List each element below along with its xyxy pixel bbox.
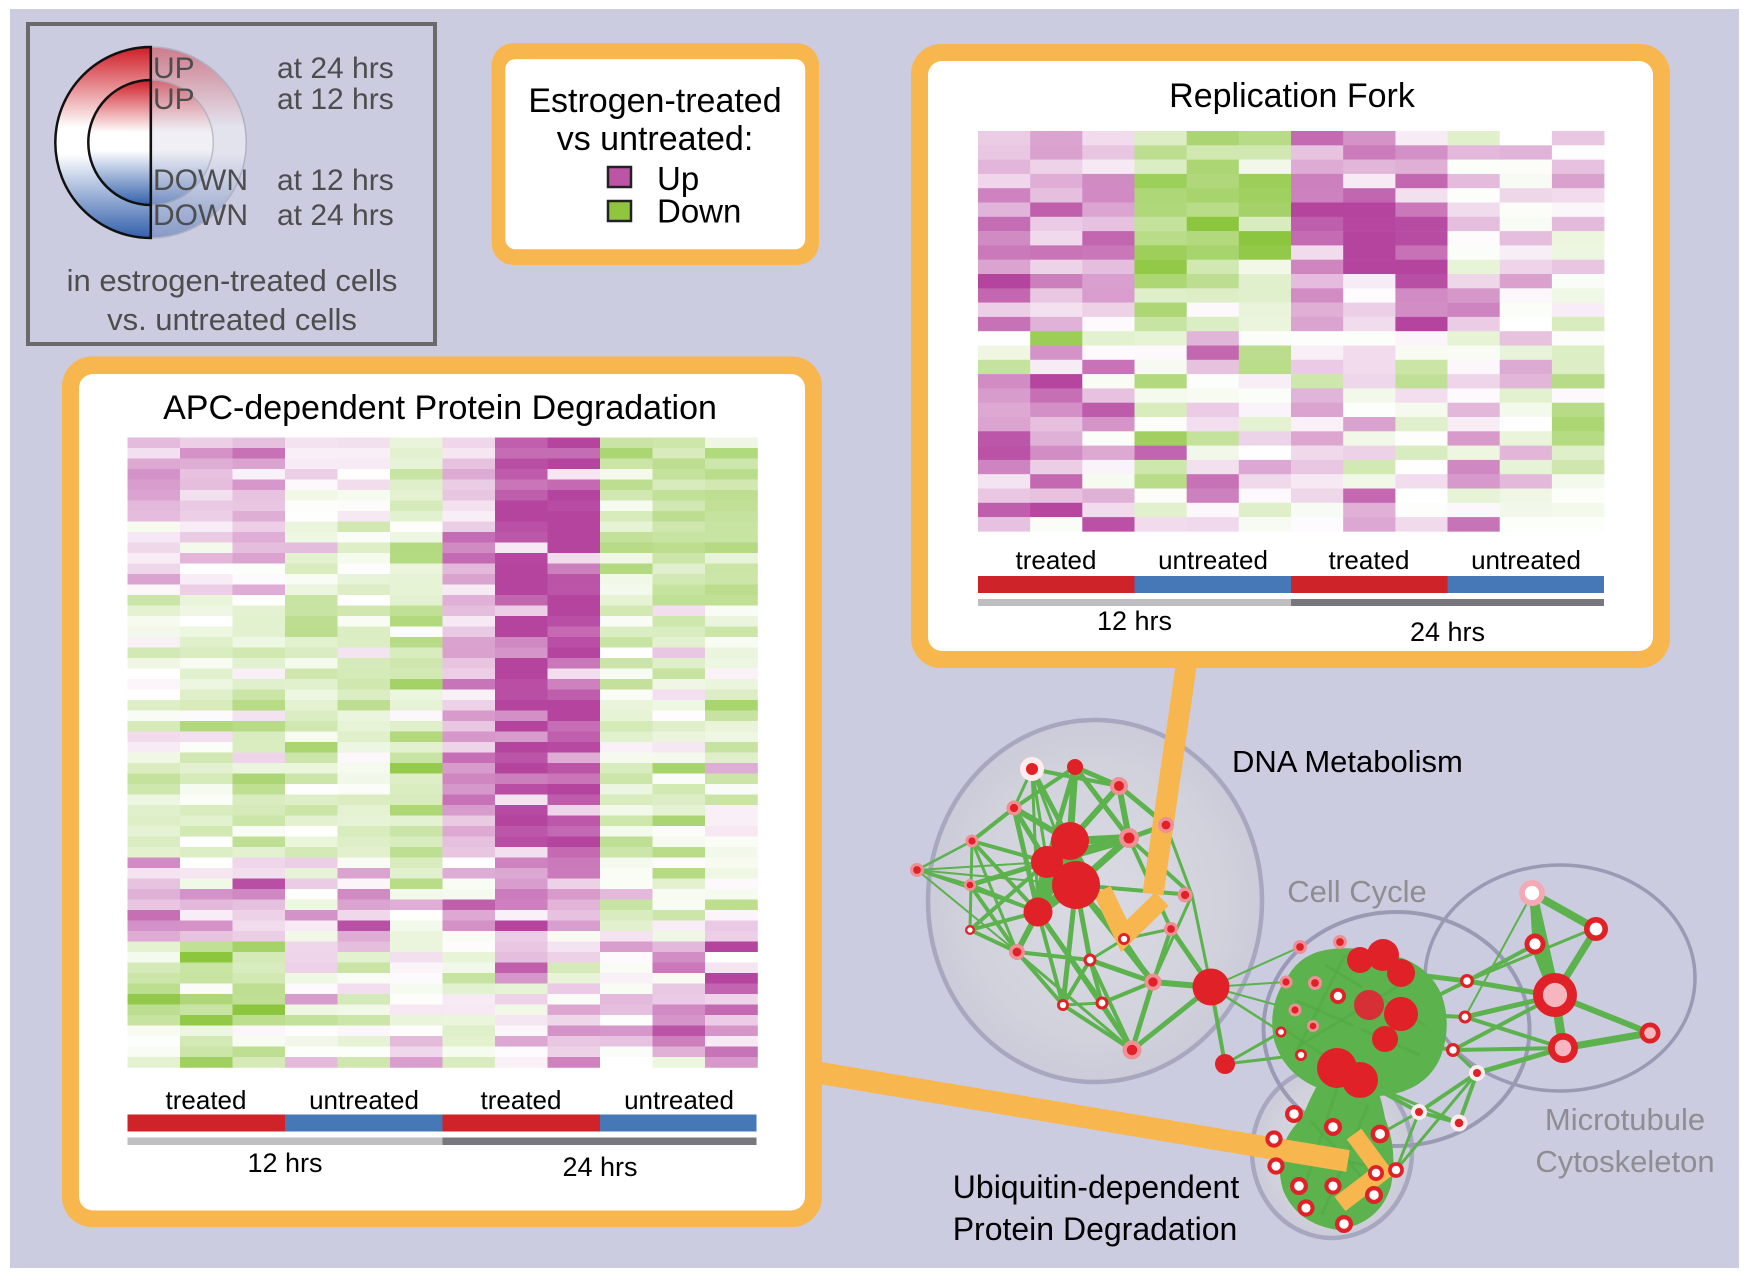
- svg-text:at 12 hrs: at 12 hrs: [277, 83, 394, 116]
- svg-text:untreated: untreated: [1471, 545, 1581, 575]
- svg-text:APC-dependent Protein Degradat: APC-dependent Protein Degradation: [163, 389, 717, 427]
- svg-text:UP: UP: [153, 52, 195, 85]
- svg-text:at 24 hrs: at 24 hrs: [277, 199, 394, 232]
- svg-text:untreated: untreated: [1158, 545, 1268, 575]
- svg-text:Cell Cycle: Cell Cycle: [1287, 874, 1427, 909]
- svg-text:Cytoskeleton: Cytoskeleton: [1535, 1144, 1714, 1179]
- svg-text:treated: treated: [481, 1085, 562, 1115]
- svg-text:12 hrs: 12 hrs: [247, 1148, 322, 1178]
- svg-text:untreated: untreated: [309, 1085, 419, 1115]
- svg-text:Microtubule: Microtubule: [1545, 1102, 1705, 1137]
- svg-text:DNA Metabolism: DNA Metabolism: [1232, 744, 1463, 779]
- svg-text:Down: Down: [657, 193, 741, 230]
- svg-text:Replication Fork: Replication Fork: [1169, 77, 1416, 115]
- svg-text:Up: Up: [657, 160, 699, 197]
- svg-text:vs. untreated cells: vs. untreated cells: [107, 302, 357, 337]
- svg-text:at 12 hrs: at 12 hrs: [277, 164, 394, 197]
- svg-text:in estrogen-treated cells: in estrogen-treated cells: [67, 263, 398, 298]
- svg-text:at 24 hrs: at 24 hrs: [277, 52, 394, 85]
- svg-text:untreated: untreated: [624, 1085, 734, 1115]
- svg-text:DOWN: DOWN: [153, 199, 248, 232]
- svg-text:treated: treated: [1016, 545, 1097, 575]
- svg-text:UP: UP: [153, 83, 195, 116]
- svg-text:12 hrs: 12 hrs: [1097, 606, 1172, 636]
- svg-text:Estrogen-treated: Estrogen-treated: [528, 82, 781, 120]
- svg-text:DOWN: DOWN: [153, 164, 248, 197]
- svg-text:24 hrs: 24 hrs: [562, 1152, 637, 1182]
- svg-text:vs untreated:: vs untreated:: [557, 120, 754, 158]
- svg-text:treated: treated: [166, 1085, 247, 1115]
- svg-text:Ubiquitin-dependent: Ubiquitin-dependent: [953, 1169, 1240, 1205]
- svg-text:Protein Degradation: Protein Degradation: [953, 1211, 1238, 1247]
- svg-text:treated: treated: [1329, 545, 1410, 575]
- svg-text:24 hrs: 24 hrs: [1410, 617, 1485, 647]
